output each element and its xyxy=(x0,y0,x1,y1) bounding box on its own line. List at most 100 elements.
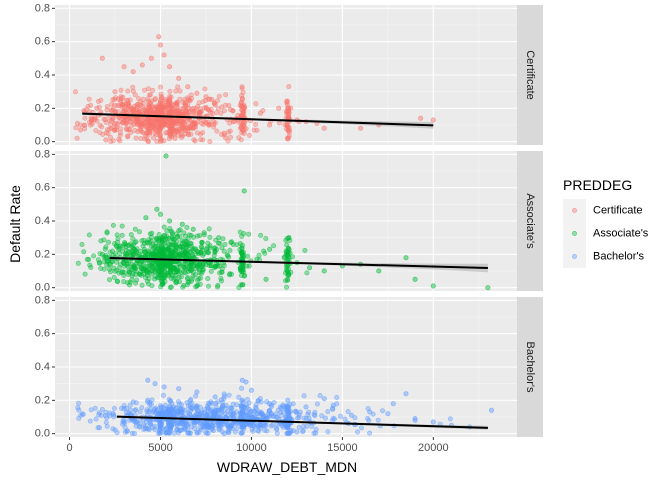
data-point xyxy=(112,268,118,274)
data-point xyxy=(110,138,116,144)
data-point xyxy=(203,262,209,268)
data-point xyxy=(236,119,242,125)
data-point xyxy=(101,266,107,272)
data-point xyxy=(430,419,436,425)
data-point xyxy=(73,125,79,131)
data-point xyxy=(228,425,234,431)
data-point xyxy=(222,242,228,248)
data-point xyxy=(204,430,210,436)
data-point xyxy=(253,122,259,128)
data-point xyxy=(418,115,424,121)
data-point xyxy=(285,128,291,134)
data-point xyxy=(190,273,196,279)
data-point xyxy=(226,392,232,398)
data-point xyxy=(83,107,89,113)
data-point xyxy=(196,270,202,276)
data-point xyxy=(311,412,317,418)
data-point xyxy=(185,131,191,137)
data-point xyxy=(189,246,195,252)
data-point xyxy=(309,423,315,429)
legend: Certificate Associate's Bachelor's xyxy=(563,199,649,268)
data-point xyxy=(206,122,212,128)
y-tick-label: 0.0 xyxy=(35,282,50,294)
data-point xyxy=(227,272,233,278)
data-point xyxy=(241,105,247,111)
data-point xyxy=(97,122,103,128)
data-point xyxy=(330,406,336,412)
data-point xyxy=(289,254,295,260)
data-point xyxy=(240,410,246,416)
data-point xyxy=(167,94,173,100)
data-point xyxy=(304,423,310,429)
data-point xyxy=(106,262,112,268)
data-point xyxy=(146,427,152,433)
data-point xyxy=(219,131,225,137)
data-point xyxy=(78,127,84,133)
data-point xyxy=(200,137,206,143)
data-point xyxy=(227,247,233,253)
data-point xyxy=(156,262,162,268)
data-points xyxy=(73,34,436,145)
data-point xyxy=(160,267,166,273)
data-point xyxy=(107,249,113,255)
data-point xyxy=(116,250,122,256)
data-point xyxy=(301,393,307,399)
legend-entry: Associate's xyxy=(563,222,649,245)
data-point xyxy=(155,105,161,111)
data-point xyxy=(104,230,110,236)
data-point xyxy=(174,279,180,285)
data-point xyxy=(321,125,327,131)
data-point xyxy=(224,252,230,258)
data-point xyxy=(205,405,211,411)
data-point xyxy=(334,394,340,400)
data-point xyxy=(286,110,292,116)
y-tick-label: 0.8 xyxy=(35,148,50,160)
data-point xyxy=(137,107,143,113)
data-point xyxy=(156,103,162,109)
data-point xyxy=(128,241,134,247)
data-point xyxy=(137,409,143,415)
data-point xyxy=(153,127,159,133)
data-point xyxy=(283,109,289,115)
data-point xyxy=(317,393,323,399)
data-point xyxy=(244,396,250,402)
y-axis-title: Default Rate xyxy=(7,185,23,263)
data-point xyxy=(111,412,117,418)
facet-strip-label: Certificate xyxy=(524,50,536,100)
data-point xyxy=(93,128,99,134)
data-point xyxy=(205,276,211,282)
data-point xyxy=(240,397,246,403)
data-point xyxy=(313,426,319,432)
data-point xyxy=(133,268,139,274)
data-point xyxy=(219,269,225,275)
data-point xyxy=(137,126,143,132)
data-point xyxy=(175,118,181,124)
data-point xyxy=(246,231,252,237)
y-tick-label: 0.2 xyxy=(35,394,50,406)
data-point xyxy=(130,399,136,405)
data-point xyxy=(112,241,118,247)
data-point xyxy=(168,284,174,290)
legend-label: Associate's xyxy=(593,228,649,240)
data-point xyxy=(114,278,120,284)
data-point xyxy=(96,104,102,110)
legend-title: PREDDEG xyxy=(563,177,632,193)
data-point xyxy=(76,400,82,406)
data-point xyxy=(136,117,142,123)
data-point xyxy=(257,396,263,402)
data-point xyxy=(86,256,92,262)
data-point xyxy=(147,104,153,110)
data-point xyxy=(390,401,396,407)
data-point xyxy=(145,240,151,246)
data-point xyxy=(158,405,164,411)
data-point xyxy=(133,135,139,141)
data-point xyxy=(379,408,385,414)
data-point xyxy=(162,402,168,408)
data-point xyxy=(348,412,354,418)
data-point xyxy=(132,128,138,134)
data-point xyxy=(189,276,195,282)
data-point xyxy=(119,223,125,229)
data-point xyxy=(287,238,293,244)
legend-label: Bachelor's xyxy=(593,251,645,263)
data-point xyxy=(146,251,152,257)
